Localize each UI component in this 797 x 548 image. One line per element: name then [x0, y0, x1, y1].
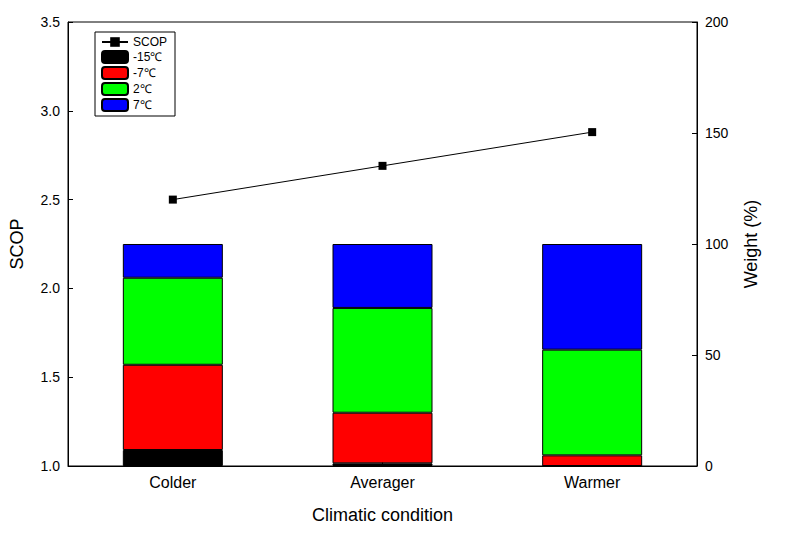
svg-text:3.0: 3.0: [41, 103, 61, 119]
svg-text:Warmer: Warmer: [564, 474, 621, 491]
svg-text:-7℃: -7℃: [133, 66, 156, 80]
svg-text:0: 0: [705, 458, 713, 474]
svg-text:2.5: 2.5: [41, 192, 61, 208]
svg-text:Colder: Colder: [149, 474, 197, 491]
svg-text:7℃: 7℃: [133, 98, 152, 112]
svg-text:100: 100: [705, 236, 729, 252]
svg-text:2.0: 2.0: [41, 280, 61, 296]
svg-text:200: 200: [705, 14, 729, 30]
svg-text:3.5: 3.5: [41, 14, 61, 30]
svg-text:Averager: Averager: [350, 474, 415, 491]
svg-text:SCOP: SCOP: [7, 218, 27, 269]
svg-text:-15℃: -15℃: [133, 50, 162, 64]
svg-text:2℃: 2℃: [133, 82, 152, 96]
svg-text:1.5: 1.5: [41, 369, 61, 385]
svg-text:150: 150: [705, 125, 729, 141]
svg-text:Climatic condition: Climatic condition: [312, 505, 453, 525]
svg-text:1.0: 1.0: [41, 458, 61, 474]
svg-text:SCOP: SCOP: [133, 35, 167, 49]
svg-text:Weight (%): Weight (%): [741, 200, 761, 289]
svg-text:50: 50: [705, 347, 721, 363]
